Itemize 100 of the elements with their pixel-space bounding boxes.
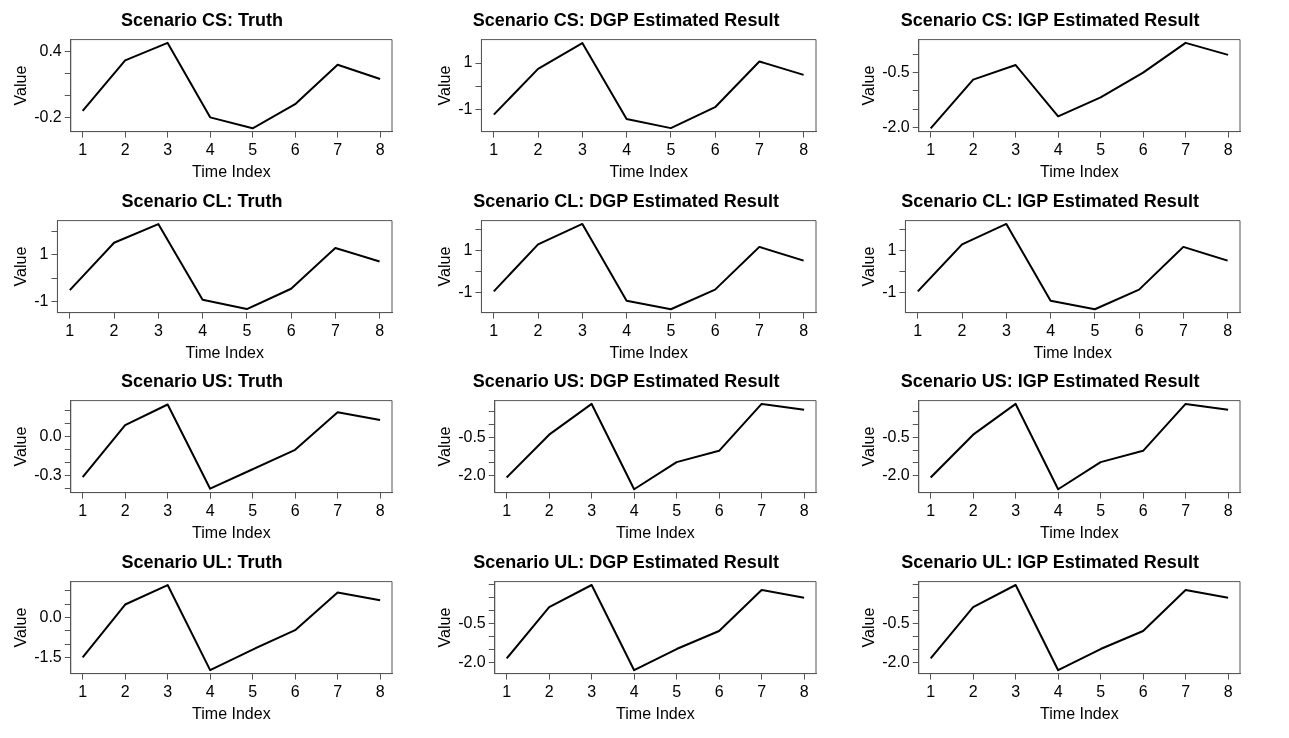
x-tick-label: 5	[1090, 321, 1100, 339]
y-axis-title: Value	[12, 426, 30, 467]
x-tick-label: 3	[587, 682, 597, 700]
x-tick-label: 3	[163, 140, 173, 158]
x-tick-label: 7	[330, 321, 340, 339]
x-tick-label: 5	[242, 321, 252, 339]
x-tick-label: 5	[672, 682, 682, 700]
x-tick-label: 8	[799, 501, 809, 519]
x-tick-label: 2	[968, 682, 978, 700]
chart-title: Scenario UL: DGP Estimated Result	[473, 551, 779, 572]
x-tick-label: 3	[577, 321, 587, 339]
y-tick-label: -2.0	[458, 652, 486, 670]
x-tick-label: 7	[757, 501, 767, 519]
y-axis-title: Value	[12, 246, 30, 286]
chart-title: Scenario US: DGP Estimated Result	[472, 370, 780, 391]
x-axis-title: Time Index	[192, 162, 271, 180]
x-tick-label: 4	[1053, 501, 1063, 519]
x-tick-label: 2	[120, 140, 130, 158]
x-tick-label: 7	[1181, 682, 1191, 700]
y-axis-title: Value	[12, 607, 30, 647]
y-axis-title: Value	[860, 607, 878, 647]
y-tick-label: -1.5	[34, 647, 62, 665]
y-tick-label: -0.2	[34, 107, 62, 125]
y-tick-label: -1	[34, 291, 49, 309]
x-tick-label: 2	[533, 321, 543, 339]
x-tick-label: 8	[375, 501, 385, 519]
x-tick-label: 1	[926, 140, 936, 158]
x-tick-label: 5	[1096, 501, 1106, 519]
x-tick-label: 8	[1223, 140, 1233, 158]
x-tick-label: 2	[109, 321, 119, 339]
x-tick-label: 5	[666, 140, 676, 158]
y-tick-label: 1	[39, 244, 49, 262]
x-tick-label: 4	[629, 682, 639, 700]
x-tick-label: 7	[333, 140, 343, 158]
y-tick-label: -2.0	[882, 117, 910, 135]
chart-title: Scenario US: Truth	[120, 370, 284, 391]
x-tick-label: 1	[913, 321, 923, 339]
x-tick-label: 6	[710, 140, 720, 158]
x-tick-label: 4	[622, 140, 632, 158]
x-tick-label: 8	[799, 321, 809, 339]
x-tick-label: 7	[1178, 321, 1188, 339]
x-tick-label: 6	[1138, 140, 1148, 158]
x-tick-label: 5	[248, 682, 258, 700]
x-tick-label: 3	[163, 682, 173, 700]
x-tick-label: 3	[587, 501, 597, 519]
x-tick-label: 7	[754, 321, 764, 339]
x-tick-label: 3	[163, 501, 173, 519]
x-tick-label: 7	[1181, 501, 1191, 519]
x-axis-title: Time Index	[609, 343, 688, 361]
x-tick-label: 5	[1096, 682, 1106, 700]
x-tick-label: 6	[290, 140, 300, 158]
x-tick-label: 6	[714, 682, 724, 700]
chart-title: Scenario CL: Truth	[121, 190, 283, 211]
x-axis-title: Time Index	[609, 162, 688, 180]
x-tick-label: 5	[248, 140, 258, 158]
x-tick-label: 8	[1223, 321, 1233, 339]
chart-title: Scenario CL: IGP Estimated Result	[901, 190, 1199, 211]
x-tick-label: 7	[333, 501, 343, 519]
x-tick-label: 8	[375, 321, 385, 339]
x-tick-label: 3	[1011, 682, 1021, 700]
y-tick-label: 0.0	[39, 607, 62, 625]
x-tick-label: 6	[290, 501, 300, 519]
y-axis-title: Value	[860, 65, 878, 106]
x-tick-label: 2	[968, 140, 978, 158]
x-tick-label: 1	[502, 501, 512, 519]
x-tick-label: 2	[957, 321, 967, 339]
x-axis-title: Time Index	[1033, 343, 1112, 361]
x-tick-label: 1	[65, 321, 75, 339]
x-tick-label: 5	[248, 501, 258, 519]
x-tick-label: 1	[489, 140, 499, 158]
x-tick-label: 4	[1053, 140, 1063, 158]
x-tick-label: 3	[1011, 140, 1021, 158]
y-tick-label: -0.5	[882, 613, 910, 631]
x-tick-label: 7	[1181, 140, 1191, 158]
x-tick-label: 7	[754, 140, 764, 158]
y-tick-label: -0.5	[882, 427, 910, 445]
x-axis-title: Time Index	[616, 523, 695, 541]
x-tick-label: 3	[1011, 501, 1021, 519]
y-tick-label: -2.0	[458, 466, 486, 484]
chart-title: Scenario US: IGP Estimated Result	[900, 370, 1200, 391]
x-axis-title: Time Index	[192, 523, 271, 541]
x-tick-label: 4	[205, 682, 215, 700]
x-tick-label: 3	[577, 140, 587, 158]
x-axis-title: Time Index	[192, 704, 271, 722]
y-tick-label: -1	[458, 99, 473, 117]
x-tick-label: 1	[78, 140, 88, 158]
y-tick-label: -0.5	[458, 427, 486, 445]
x-tick-label: 8	[799, 140, 809, 158]
x-tick-label: 4	[1046, 321, 1056, 339]
y-tick-label: -2.0	[882, 652, 910, 670]
x-tick-label: 8	[1223, 682, 1233, 700]
y-tick-label: -1	[458, 282, 473, 300]
x-axis-title: Time Index	[1040, 523, 1119, 541]
x-tick-label: 6	[1138, 682, 1148, 700]
x-tick-label: 5	[1096, 140, 1106, 158]
x-tick-label: 8	[375, 140, 385, 158]
x-tick-label: 2	[968, 501, 978, 519]
x-tick-label: 1	[502, 682, 512, 700]
x-tick-label: 4	[198, 321, 208, 339]
x-tick-label: 6	[710, 321, 720, 339]
